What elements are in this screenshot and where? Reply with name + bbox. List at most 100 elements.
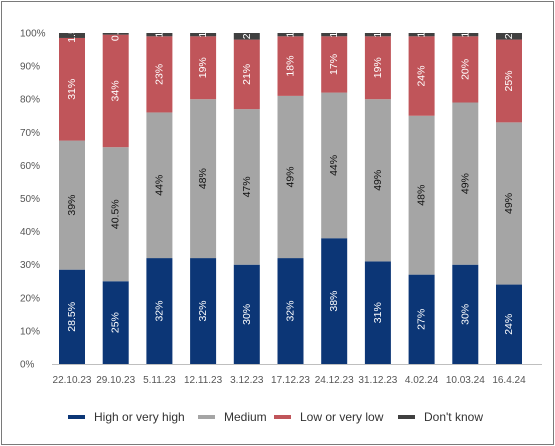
data-label: 27% bbox=[416, 309, 428, 330]
data-label: 1 bbox=[328, 32, 340, 38]
bar-segment bbox=[190, 36, 217, 100]
bar-segment bbox=[452, 33, 479, 37]
data-label: 49% bbox=[285, 166, 297, 187]
x-tick-label: 5.11.23 bbox=[143, 375, 176, 386]
bar-segment bbox=[496, 39, 522, 123]
bar-segment bbox=[452, 102, 479, 265]
x-tick-label: 17.12.23 bbox=[271, 375, 310, 386]
bar-segment bbox=[408, 115, 435, 275]
data-label: 39% bbox=[66, 195, 78, 216]
y-tick-label: 100% bbox=[20, 29, 46, 40]
bar-segment bbox=[102, 33, 129, 35]
y-tick-label: 40% bbox=[20, 227, 40, 238]
data-label: 1.5 bbox=[66, 28, 78, 43]
bar-segment bbox=[146, 36, 173, 113]
bar-segment bbox=[146, 112, 173, 259]
data-label: 49% bbox=[372, 170, 384, 191]
x-tick-label: 10.03.24 bbox=[446, 375, 485, 386]
y-tick-label: 90% bbox=[20, 62, 40, 73]
data-label: 40.5% bbox=[110, 199, 122, 229]
y-tick-label: 20% bbox=[20, 293, 40, 304]
bar-segment bbox=[233, 33, 260, 40]
data-label: 31% bbox=[66, 79, 78, 100]
bar-segment bbox=[102, 34, 129, 148]
y-tick-label: 70% bbox=[20, 128, 40, 139]
y-tick-label: 30% bbox=[20, 260, 40, 271]
data-label: 1 bbox=[459, 32, 471, 38]
bar-segment bbox=[364, 33, 391, 37]
data-label: 48% bbox=[197, 168, 209, 189]
legend-label: Don't know bbox=[424, 410, 483, 424]
bar-segment bbox=[452, 36, 479, 103]
legend-label: Low or very low bbox=[300, 410, 384, 424]
bar-segment bbox=[233, 39, 260, 110]
data-label: 18% bbox=[285, 56, 297, 77]
x-tick-label: 16.4.24 bbox=[492, 375, 526, 386]
data-label: 28.5% bbox=[66, 302, 78, 332]
data-label: 25% bbox=[110, 312, 122, 333]
data-label: 1 bbox=[372, 32, 384, 38]
data-label: 17% bbox=[328, 54, 340, 75]
x-tick-label: 22.10.23 bbox=[53, 375, 92, 386]
bar-segment bbox=[190, 33, 217, 37]
bar-segment bbox=[233, 109, 260, 265]
data-label: 38% bbox=[328, 291, 340, 312]
bar-segment bbox=[190, 258, 217, 364]
data-label: 47% bbox=[241, 176, 253, 197]
data-label: 1 bbox=[285, 32, 297, 38]
bar-segment bbox=[496, 33, 522, 40]
data-label: 19% bbox=[372, 57, 384, 78]
data-label: 44% bbox=[153, 175, 165, 196]
y-tick-label: 50% bbox=[20, 194, 40, 205]
data-label: 20% bbox=[459, 59, 471, 80]
bar-segment bbox=[364, 99, 391, 262]
data-label: 2 bbox=[503, 33, 515, 39]
bar-segment bbox=[102, 281, 129, 364]
data-label: 49% bbox=[503, 193, 515, 214]
y-tick-label: 80% bbox=[20, 95, 40, 106]
data-label: 30% bbox=[459, 304, 471, 325]
data-label: 48% bbox=[416, 185, 428, 206]
bar-segment bbox=[59, 269, 85, 364]
bar-segment bbox=[59, 33, 85, 38]
bar-segment bbox=[277, 36, 304, 96]
bar-segment bbox=[190, 99, 217, 259]
y-tick-label: 10% bbox=[20, 326, 40, 337]
data-label: 44% bbox=[328, 155, 340, 176]
legend-swatch bbox=[198, 415, 215, 419]
data-label: 31% bbox=[372, 302, 384, 323]
x-tick-label: 3.12.23 bbox=[230, 375, 264, 386]
x-tick-label: 4.02.24 bbox=[405, 375, 439, 386]
bar-segment bbox=[364, 36, 391, 100]
bar-segment bbox=[321, 33, 348, 37]
legend-swatch bbox=[274, 415, 291, 419]
data-label: 1 bbox=[153, 32, 165, 38]
legend-swatch bbox=[398, 415, 415, 419]
bar-segment bbox=[277, 95, 304, 259]
x-tick-label: 24.12.23 bbox=[315, 375, 354, 386]
data-label: 32% bbox=[197, 301, 209, 322]
bar-segment bbox=[277, 33, 304, 37]
data-label: 0.5 bbox=[110, 26, 122, 41]
data-label: 1 bbox=[416, 32, 428, 38]
bar-segment bbox=[408, 36, 435, 116]
bar-segment bbox=[146, 258, 173, 364]
data-label: 19% bbox=[197, 57, 209, 78]
legend-label: Medium bbox=[224, 410, 267, 424]
bar-segment bbox=[233, 264, 260, 364]
x-tick-label: 29.10.23 bbox=[96, 375, 135, 386]
bar-segment bbox=[321, 238, 348, 364]
data-label: 24% bbox=[416, 66, 428, 87]
data-label: 32% bbox=[285, 301, 297, 322]
bar-segment bbox=[408, 274, 435, 364]
bar-segment bbox=[496, 284, 522, 364]
bar-segment bbox=[452, 264, 479, 364]
bar-segment bbox=[321, 92, 348, 239]
bar-segment bbox=[277, 258, 304, 364]
data-label: 1 bbox=[197, 32, 209, 38]
bar-segment bbox=[102, 147, 129, 282]
legend-swatch bbox=[68, 415, 85, 419]
data-label: 24% bbox=[503, 314, 515, 335]
bar-segment bbox=[496, 122, 522, 285]
